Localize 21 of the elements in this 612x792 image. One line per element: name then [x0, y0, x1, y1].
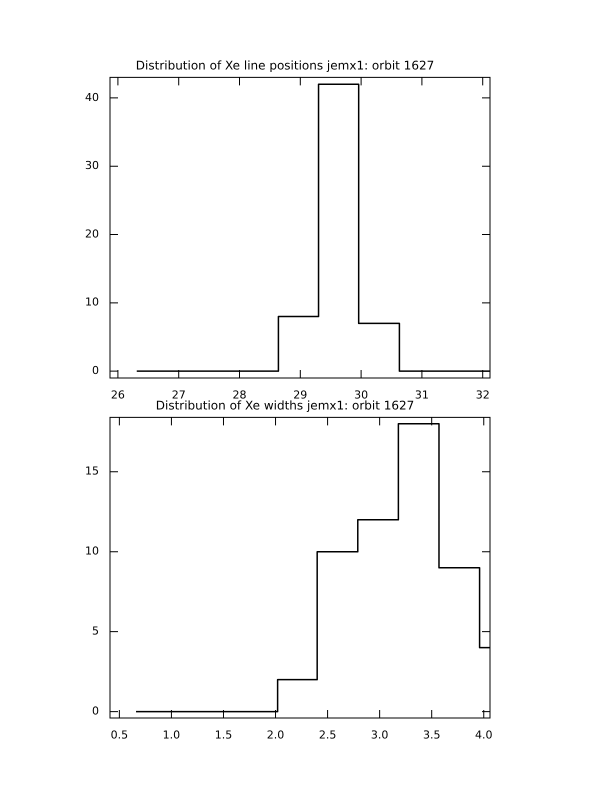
x-tick-label: 3.0 — [370, 728, 388, 742]
y-tick-label: 0 — [92, 364, 99, 378]
x-tick-label: 26 — [110, 388, 125, 402]
chart-title: Distribution of Xe line positions jemx1: orbit 1627 — [136, 58, 434, 72]
y-tick-label: 30 — [85, 159, 99, 172]
y-tick-label: 10 — [85, 296, 99, 309]
x-tick-label: 4.0 — [475, 728, 493, 742]
x-tick-label: 2.0 — [266, 728, 284, 742]
x-tick-label: 2.5 — [318, 728, 336, 742]
y-tick-label: 15 — [85, 464, 99, 478]
x-tick-label: 0.5 — [110, 728, 128, 742]
y-tick-label: 0 — [92, 704, 99, 718]
y-tick-label: 40 — [85, 90, 99, 104]
y-tick-label: 5 — [92, 624, 99, 638]
y-tick-label: 10 — [85, 544, 99, 558]
x-tick-label: 1.0 — [162, 728, 180, 742]
y-tick-label: 20 — [85, 227, 99, 240]
x-tick-label: 32 — [476, 388, 490, 402]
x-tick-label: 31 — [414, 388, 429, 402]
x-tick-label: 3.5 — [422, 728, 440, 742]
x-tick-label: 1.5 — [214, 728, 232, 742]
